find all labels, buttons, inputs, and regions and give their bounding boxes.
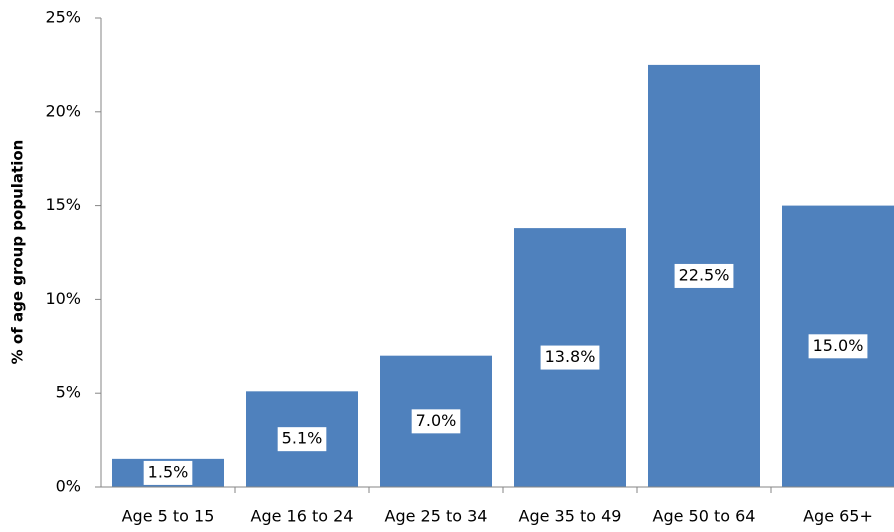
x-tick-label: Age 25 to 34: [385, 507, 488, 526]
y-axis-label: % of age group population: [9, 140, 27, 365]
y-tick-label: 20%: [45, 101, 81, 120]
y-tick-label: 10%: [45, 289, 81, 308]
data-label-box: [540, 345, 600, 370]
x-tick-label: Age 35 to 49: [519, 507, 622, 526]
data-label: 15.0%: [813, 336, 864, 355]
data-label-box: [808, 334, 868, 359]
y-tick-label: 25%: [45, 8, 81, 27]
x-tick-label: Age 50 to 64: [653, 507, 756, 526]
data-label: 5.1%: [282, 429, 323, 448]
data-label-box: [411, 409, 461, 434]
data-label-box: [143, 460, 193, 485]
data-label: 1.5%: [148, 462, 189, 481]
data-label-box: [674, 263, 734, 288]
y-tick-label: 15%: [45, 195, 81, 214]
x-tick-label: Age 5 to 15: [122, 507, 215, 526]
data-label-box: [277, 427, 327, 452]
x-tick-label: Age 16 to 24: [251, 507, 354, 526]
y-tick-label: 5%: [56, 383, 81, 402]
data-label: 22.5%: [679, 265, 730, 284]
y-tick-label: 0%: [56, 477, 81, 496]
data-label: 13.8%: [545, 347, 596, 366]
data-label: 7.0%: [416, 411, 457, 430]
x-tick-label: Age 65+: [803, 507, 873, 526]
